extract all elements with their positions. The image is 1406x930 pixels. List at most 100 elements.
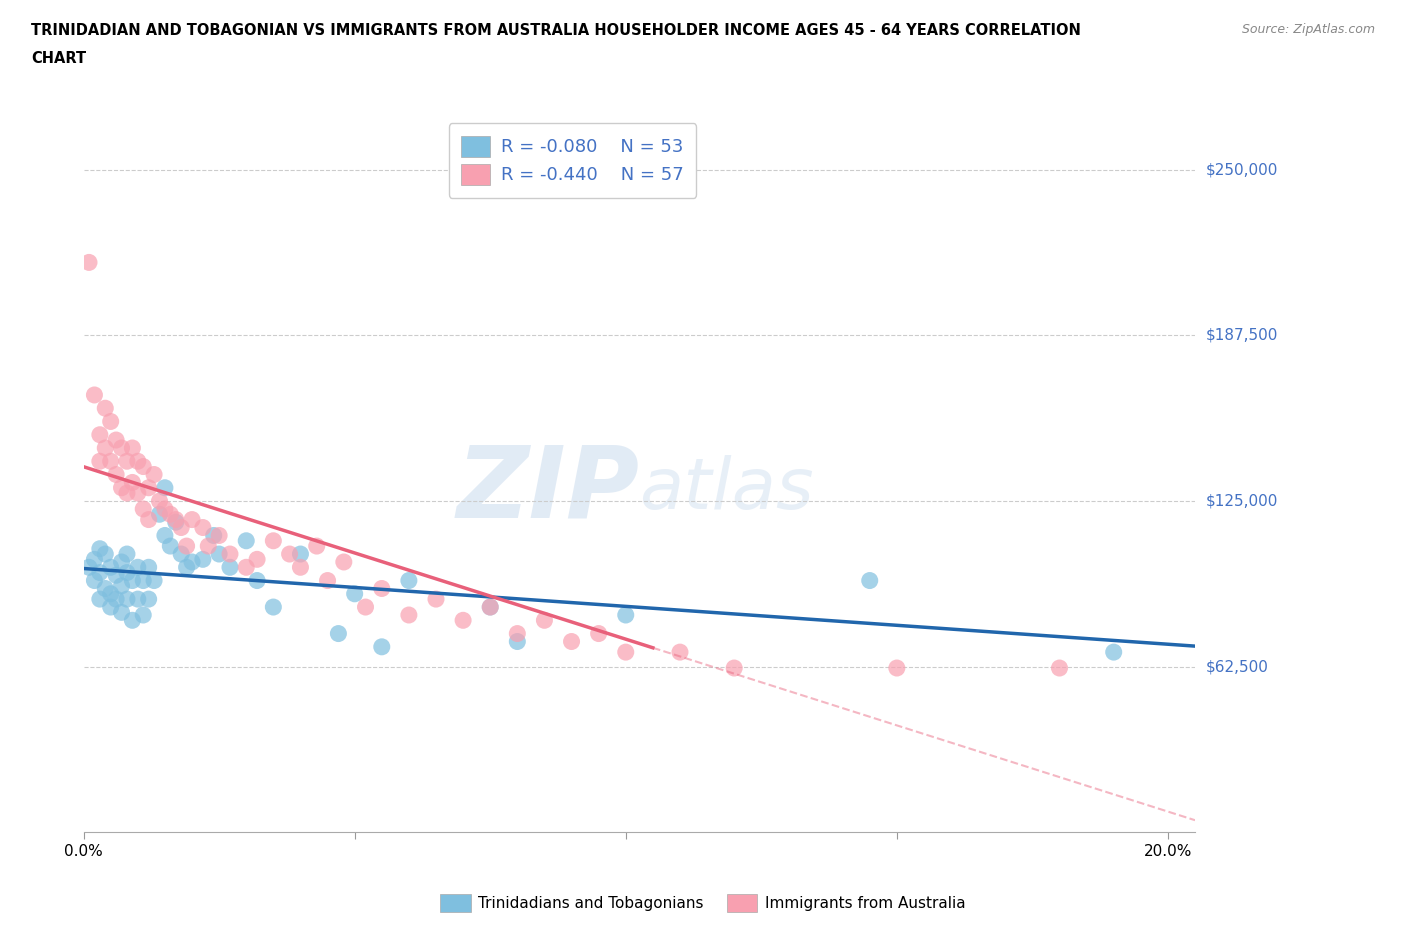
Point (1102, 644, 1125, 659)
Point (127, 560, 149, 575)
Point (138, 591, 160, 606)
Point (165, 515, 187, 530)
Point (197, 538, 219, 553)
Point (262, 600, 284, 615)
Point (328, 626, 350, 641)
Point (100, 454, 122, 469)
Point (371, 581, 394, 596)
Point (451, 613, 474, 628)
Point (176, 538, 198, 553)
Point (262, 533, 284, 548)
Point (170, 520, 193, 535)
Point (219, 547, 242, 562)
Point (479, 600, 502, 615)
Point (354, 600, 377, 615)
Point (859, 573, 882, 588)
Point (89, 541, 111, 556)
Point (100, 600, 122, 615)
Point (132, 501, 155, 516)
Point (425, 591, 447, 606)
Point (159, 538, 181, 553)
Point (110, 480, 132, 495)
Point (94, 401, 117, 416)
Point (77, 255, 100, 270)
Point (333, 554, 356, 569)
Point (165, 512, 187, 527)
Point (723, 660, 745, 675)
Point (83, 388, 105, 403)
Point (83, 573, 105, 588)
Point (191, 551, 214, 566)
Point (669, 644, 692, 659)
Point (398, 573, 420, 588)
Point (191, 520, 214, 535)
Text: CHART: CHART (31, 51, 86, 66)
Point (105, 568, 128, 583)
Point (100, 560, 122, 575)
Text: atlas: atlas (640, 456, 814, 525)
Point (105, 432, 128, 447)
Point (153, 528, 176, 543)
Legend: Trinidadians and Tobagonians, Immigrants from Australia: Trinidadians and Tobagonians, Immigrants… (434, 888, 972, 918)
Point (316, 573, 339, 588)
Point (115, 485, 138, 500)
Point (138, 480, 160, 495)
Point (115, 565, 138, 580)
Point (132, 459, 155, 474)
Text: $62,500: $62,500 (1206, 659, 1270, 674)
Point (246, 551, 269, 566)
Point (148, 494, 170, 509)
Point (290, 560, 312, 575)
Point (398, 607, 420, 622)
Point (138, 512, 160, 527)
Point (219, 560, 242, 575)
Point (176, 560, 198, 575)
Point (94, 441, 117, 456)
Point (159, 507, 181, 522)
Point (290, 547, 312, 562)
Point (89, 591, 111, 606)
Point (614, 644, 637, 659)
Text: $187,500: $187,500 (1206, 327, 1278, 343)
Point (100, 414, 122, 429)
Point (110, 604, 132, 619)
Point (506, 626, 529, 641)
Point (100, 586, 122, 601)
Point (138, 560, 160, 575)
Point (614, 607, 637, 622)
Point (105, 591, 128, 606)
Point (89, 454, 111, 469)
Point (110, 554, 132, 569)
Point (148, 507, 170, 522)
Point (278, 547, 301, 562)
Point (208, 528, 231, 543)
Text: $250,000: $250,000 (1206, 162, 1278, 177)
Point (77, 560, 100, 575)
Point (533, 613, 555, 628)
Point (110, 578, 132, 593)
Point (110, 441, 132, 456)
Point (121, 475, 143, 490)
Point (143, 573, 166, 588)
Text: Source: ZipAtlas.com: Source: ZipAtlas.com (1241, 23, 1375, 36)
Point (202, 528, 225, 543)
Point (115, 591, 138, 606)
Point (235, 560, 257, 575)
Point (83, 551, 105, 566)
Point (181, 554, 204, 569)
Text: TRINIDADIAN AND TOBAGONIAN VS IMMIGRANTS FROM AUSTRALIA HOUSEHOLDER INCOME AGES : TRINIDADIAN AND TOBAGONIAN VS IMMIGRANTS… (31, 23, 1081, 38)
Point (479, 600, 502, 615)
Point (170, 547, 193, 562)
Point (121, 573, 143, 588)
Point (89, 565, 111, 580)
Point (121, 613, 143, 628)
Point (89, 427, 111, 442)
Point (886, 660, 908, 675)
Legend: R = -0.080    N = 53, R = -0.440    N = 57: R = -0.080 N = 53, R = -0.440 N = 57 (449, 124, 696, 197)
Point (235, 533, 257, 548)
Point (132, 607, 155, 622)
Text: ZIP: ZIP (457, 441, 640, 538)
Text: $125,000: $125,000 (1206, 494, 1278, 509)
Point (246, 573, 269, 588)
Point (115, 547, 138, 562)
